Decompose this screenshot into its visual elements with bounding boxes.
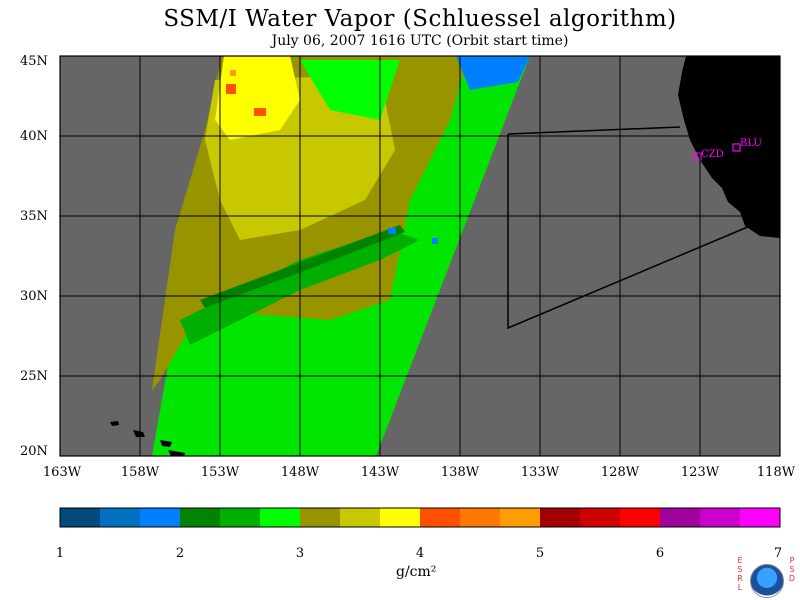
lon-label-163w: 163W bbox=[43, 465, 82, 480]
colorbar-segment bbox=[100, 508, 141, 527]
lon-label-118w: 118W bbox=[757, 465, 796, 480]
colorbar-label-7: 7 bbox=[774, 546, 782, 561]
colorbar-labels: 1 2 3 4 5 6 7 bbox=[56, 546, 782, 561]
colorbar-label-1: 1 bbox=[56, 546, 64, 561]
lon-label-123w: 123W bbox=[681, 465, 720, 480]
swath-dark-streak bbox=[200, 225, 405, 308]
colorbar-label-5: 5 bbox=[536, 546, 544, 561]
colorbar-segment bbox=[620, 508, 661, 527]
swath-green-patch bbox=[300, 60, 400, 120]
colorbar-segment bbox=[300, 508, 341, 527]
colorbar-segment bbox=[580, 508, 621, 527]
lat-label-20n: 20N bbox=[20, 444, 48, 459]
land-hawaii-2 bbox=[133, 430, 145, 437]
map-frame bbox=[59, 55, 781, 457]
map-title: SSM/I Water Vapor (Schluessel algorithm) bbox=[163, 6, 677, 32]
data-swath bbox=[152, 56, 530, 456]
colorbar-segment bbox=[540, 508, 581, 527]
colorbar-segment bbox=[180, 508, 221, 527]
lon-label-138w: 138W bbox=[441, 465, 480, 480]
station-czd: CZD bbox=[693, 149, 724, 161]
lat-labels: 45N 40N 35N 30N 25N 20N bbox=[20, 54, 48, 459]
colorbar-segment bbox=[380, 508, 421, 527]
colorbar-segment bbox=[500, 508, 541, 527]
colorbar-frame bbox=[59, 507, 781, 528]
noaa-logo-icon bbox=[750, 564, 784, 598]
station-blu-label: BLU bbox=[740, 138, 762, 149]
lon-label-128w: 128W bbox=[601, 465, 640, 480]
swath-yellow bbox=[215, 56, 300, 140]
lat-label-35n: 35N bbox=[20, 209, 48, 224]
colorbar-label-2: 2 bbox=[176, 546, 184, 561]
swath-blue bbox=[456, 56, 530, 90]
colorbar-segment bbox=[660, 508, 701, 527]
colorbar-label-4: 4 bbox=[416, 546, 424, 561]
colorbar-segment bbox=[420, 508, 461, 527]
region-boundary-2 bbox=[507, 134, 751, 330]
lat-label-45n: 45N bbox=[20, 54, 48, 69]
swath-blue-dot-1 bbox=[388, 228, 396, 234]
land-hawaii-4 bbox=[168, 450, 185, 456]
land-hawaii-1 bbox=[110, 421, 119, 426]
lat-label-30n: 30N bbox=[20, 289, 48, 304]
land-masses bbox=[110, 56, 780, 456]
colorbar-segment bbox=[60, 508, 101, 527]
colorbar-segment bbox=[140, 508, 181, 527]
colorbar-segment bbox=[220, 508, 261, 527]
swath-orange-3 bbox=[230, 70, 236, 76]
lon-label-158w: 158W bbox=[121, 465, 160, 480]
colorbar-segment bbox=[700, 508, 741, 527]
colorbar-segment bbox=[260, 508, 301, 527]
lat-label-40n: 40N bbox=[20, 129, 48, 144]
lat-label-25n: 25N bbox=[20, 369, 48, 384]
colorbar-segment bbox=[460, 508, 501, 527]
swath-orange-1 bbox=[226, 84, 236, 94]
colorbar-units: g/cm² bbox=[396, 564, 437, 580]
lon-label-148w: 148W bbox=[281, 465, 320, 480]
swath-blue-dot-2 bbox=[432, 238, 438, 244]
colorbar bbox=[60, 508, 781, 527]
map-subtitle: July 06, 2007 1616 UTC (Orbit start time… bbox=[271, 33, 569, 49]
lon-label-153w: 153W bbox=[201, 465, 240, 480]
swath-orange-2 bbox=[254, 108, 266, 116]
lon-label-143w: 143W bbox=[361, 465, 400, 480]
lon-labels: 163W 158W 153W 148W 143W 138W 133W 128W … bbox=[43, 465, 796, 480]
graticule bbox=[60, 56, 780, 456]
station-blu: BLU bbox=[732, 138, 762, 152]
colorbar-label-6: 6 bbox=[656, 546, 664, 561]
land-hawaii-3 bbox=[160, 440, 172, 447]
station-czd-label: CZD bbox=[701, 149, 724, 160]
colorbar-label-3: 3 bbox=[296, 546, 304, 561]
land-north-america bbox=[678, 56, 780, 238]
lon-label-133w: 133W bbox=[521, 465, 560, 480]
colorbar-segment bbox=[740, 508, 781, 527]
colorbar-segment bbox=[340, 508, 381, 527]
region-boundary bbox=[507, 126, 681, 135]
